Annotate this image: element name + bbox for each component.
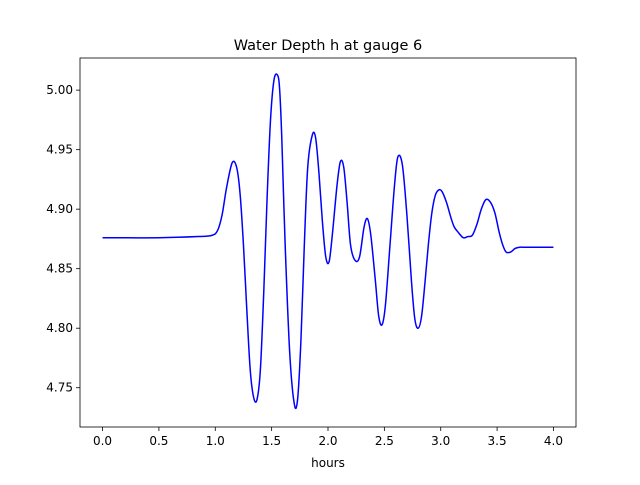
x-tick-label: 3.5 — [488, 434, 507, 448]
y-tick-label: 4.85 — [46, 262, 73, 276]
x-tick-label: 2.5 — [375, 434, 394, 448]
x-tick-label: 3.0 — [431, 434, 450, 448]
y-tick-label: 4.75 — [46, 381, 73, 395]
series-line-0 — [102, 73, 554, 410]
x-tick-label: 1.5 — [262, 434, 281, 448]
plot-frame — [79, 57, 577, 428]
y-axis-ticks: 4.75 4.80 4.85 4.90 4.95 5.00 — [46, 83, 80, 395]
chart-title: Water Depth h at gauge 6 — [234, 38, 422, 54]
y-tick-label: 4.95 — [46, 143, 73, 157]
x-tick-label: 0.0 — [93, 434, 112, 448]
y-tick-label: 4.90 — [46, 202, 73, 216]
x-tick-label: 4.0 — [544, 434, 563, 448]
x-tick-label: 1.0 — [206, 434, 225, 448]
plot-area — [80, 58, 576, 427]
x-axis-label: hours — [311, 456, 345, 470]
x-tick-label: 2.0 — [318, 434, 337, 448]
x-axis-ticks: 0.0 0.5 1.0 1.5 2.0 2.5 3.0 3.5 4.0 — [93, 427, 563, 448]
series-layer — [102, 73, 554, 410]
x-tick-label: 0.5 — [149, 434, 168, 448]
y-tick-label: 5.00 — [46, 83, 73, 97]
y-tick-label: 4.80 — [46, 321, 73, 335]
